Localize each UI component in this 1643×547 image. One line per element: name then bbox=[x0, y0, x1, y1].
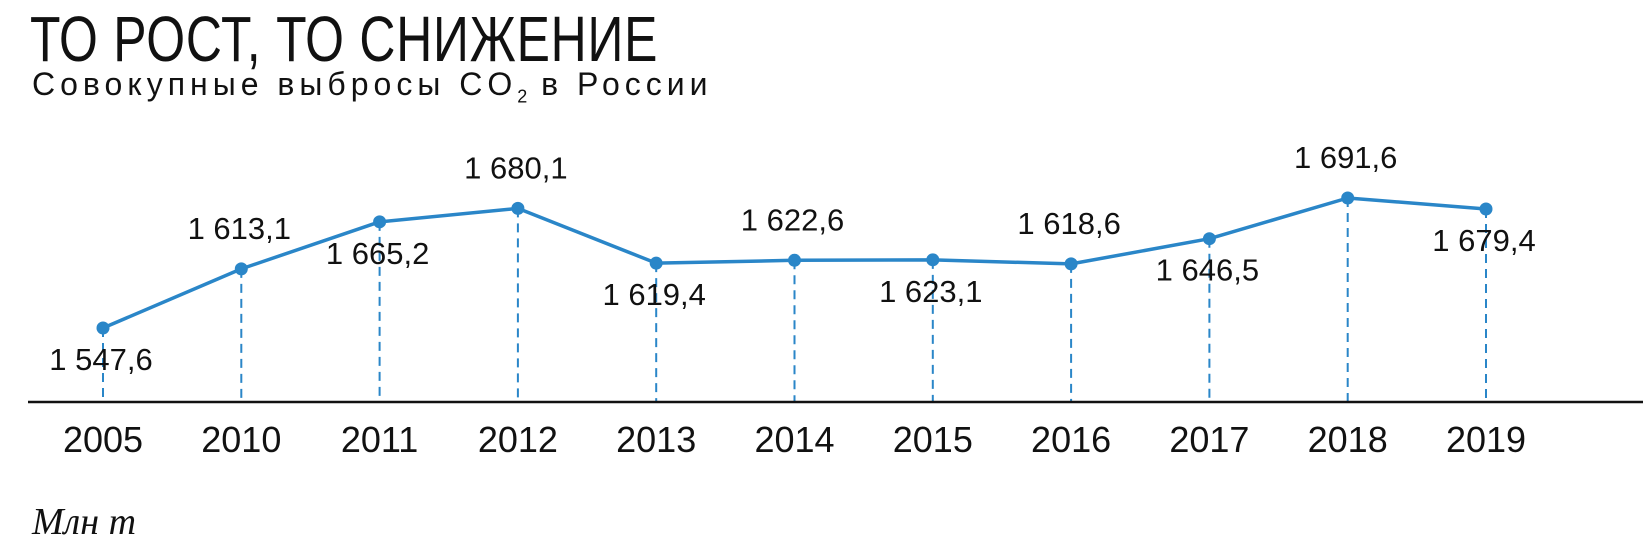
data-label: 1 622,6 bbox=[741, 202, 844, 237]
data-point bbox=[1064, 257, 1078, 271]
data-label: 1 619,4 bbox=[602, 277, 705, 312]
data-label: 1 680,1 bbox=[464, 150, 567, 185]
data-point bbox=[926, 253, 940, 267]
data-label: 1 679,4 bbox=[1432, 223, 1535, 258]
data-label: 1 646,5 bbox=[1156, 253, 1259, 288]
data-point bbox=[511, 201, 525, 215]
x-tick-label: 2014 bbox=[754, 419, 834, 460]
data-point bbox=[649, 256, 663, 270]
data-point bbox=[1202, 232, 1216, 246]
data-label: 1 613,1 bbox=[188, 211, 291, 246]
data-point bbox=[1341, 191, 1355, 205]
data-label: 1 618,6 bbox=[1017, 206, 1120, 241]
data-point bbox=[96, 321, 110, 335]
x-tick-label: 2017 bbox=[1169, 419, 1249, 460]
unit-label: Млн т bbox=[32, 501, 137, 543]
x-tick-label: 2019 bbox=[1446, 419, 1526, 460]
data-label: 1 547,6 bbox=[49, 342, 152, 377]
data-point bbox=[373, 215, 387, 229]
data-label: 1 691,6 bbox=[1294, 140, 1397, 175]
data-point bbox=[1479, 202, 1493, 216]
x-tick-label: 2018 bbox=[1308, 419, 1388, 460]
subtitle-tail: в России bbox=[527, 66, 713, 102]
chart-title: ТО РОСТ, ТО СНИЖЕНИЕ bbox=[30, 3, 659, 75]
chart-subtitle: Совокупные выбросы CO2 в России bbox=[32, 66, 712, 107]
data-label: 1 665,2 bbox=[326, 236, 429, 271]
x-tick-label: 2013 bbox=[616, 419, 696, 460]
data-point bbox=[234, 262, 248, 276]
subtitle-main: Совокупные выбросы CO bbox=[32, 66, 518, 102]
data-point bbox=[788, 253, 801, 267]
x-tick-label: 2010 bbox=[201, 419, 281, 460]
x-tick-label: 2011 bbox=[341, 419, 418, 460]
subtitle-subscript: 2 bbox=[517, 86, 528, 107]
x-tick-label: 2005 bbox=[63, 419, 143, 460]
x-tick-label: 2015 bbox=[893, 419, 973, 460]
data-label: 1 623,1 bbox=[879, 274, 982, 309]
x-tick-label: 2016 bbox=[1031, 419, 1111, 460]
x-tick-label: 2012 bbox=[478, 419, 558, 460]
